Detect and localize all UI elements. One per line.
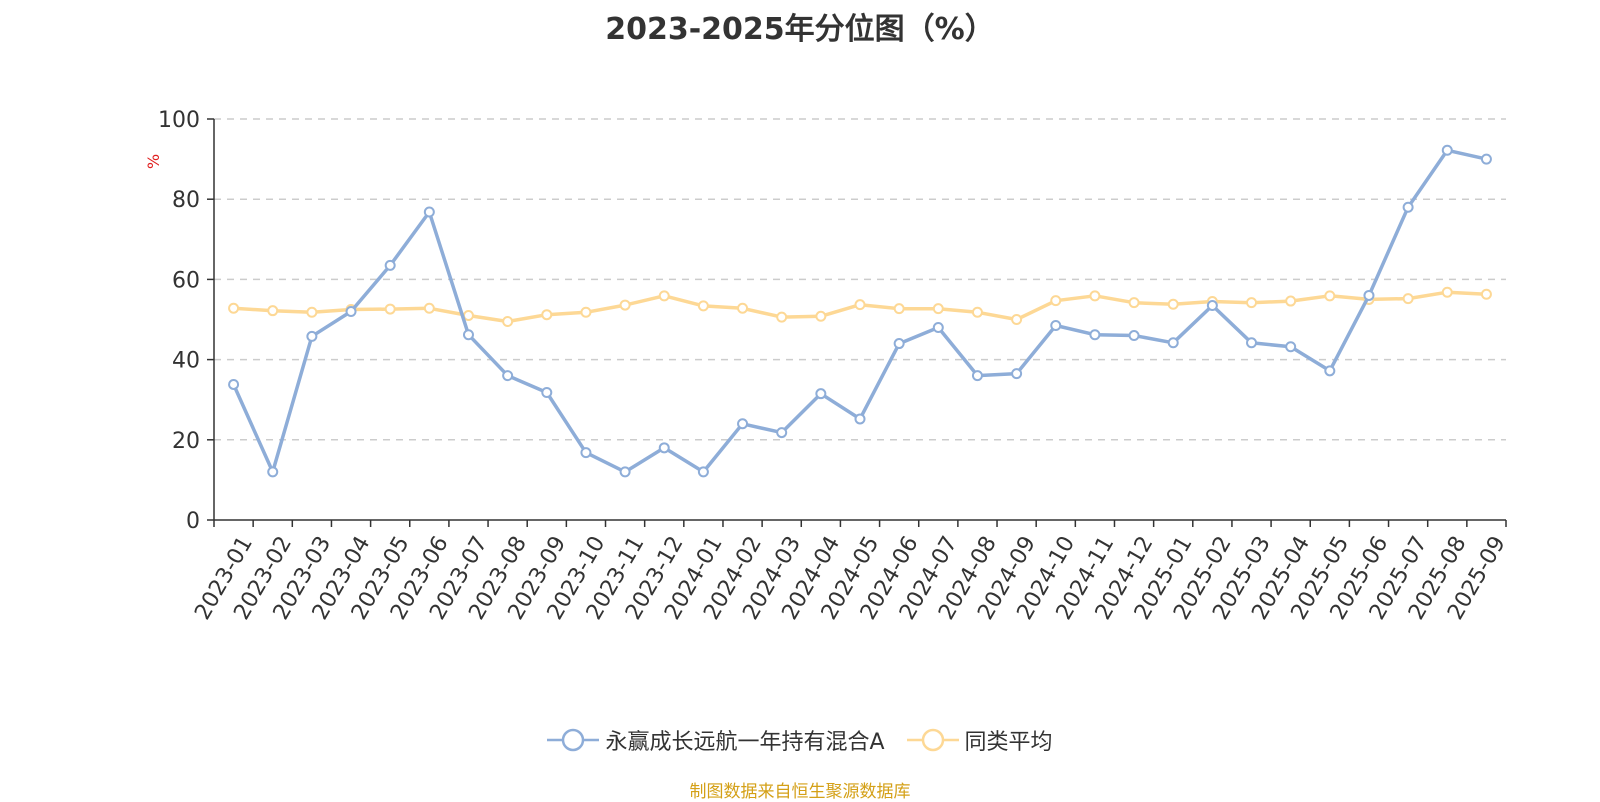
series-1-point (658, 290, 670, 302)
series-0-point (541, 386, 553, 398)
series-1-point (932, 303, 944, 315)
y-tick-label: 80 (172, 188, 200, 213)
series-1-point (893, 303, 905, 315)
series-1-point (384, 303, 396, 315)
series-1-point (228, 302, 240, 314)
y-tick-label: 60 (172, 268, 200, 293)
series-0-point (697, 466, 709, 478)
chart-title: 2023-2025年分位图（%） (605, 12, 995, 47)
series-0-point (1363, 289, 1375, 301)
series-1-point (423, 302, 435, 314)
series-0-point (462, 329, 474, 341)
y-tick-label: 40 (172, 349, 200, 374)
series-0-point (619, 466, 631, 478)
series-0-point (423, 206, 435, 218)
series-0-point (1441, 144, 1453, 156)
series-0-point (228, 378, 240, 390)
series-1-point (1285, 295, 1297, 307)
series-0-point (1246, 337, 1258, 349)
series-1-point (854, 299, 866, 311)
grid-lines (214, 118, 1506, 441)
y-tick-label: 100 (158, 108, 200, 133)
source-note: 制图数据来自恒生聚源数据库 (689, 782, 911, 802)
series-0-point (1402, 201, 1414, 213)
series-0-point (306, 330, 318, 342)
series-0-point (345, 305, 357, 317)
series-0-point (893, 338, 905, 350)
series-0-point (1285, 341, 1297, 353)
series-1-point (541, 309, 553, 321)
series-1-point (1246, 297, 1258, 309)
series-0-point (1206, 299, 1218, 311)
series-0-point (1167, 337, 1179, 349)
series-1-point (737, 302, 749, 314)
y-tick-label: 20 (172, 429, 200, 454)
legend-line-marker-icon (906, 728, 959, 752)
series-0-point (658, 442, 670, 454)
series-1-point (1441, 286, 1453, 298)
series-0-point (737, 418, 749, 430)
series-0-point (384, 259, 396, 271)
series-1-point (1011, 314, 1023, 325)
series-1-point (267, 305, 279, 317)
series-0-point (776, 427, 788, 439)
series-0-point (815, 388, 827, 400)
series-0-point (971, 370, 983, 382)
legend: 永赢成长远航一年持有混合A 同类平均 (0, 724, 1600, 756)
series-1-point (1050, 295, 1062, 307)
series-1-point (462, 309, 474, 321)
series-0-point (580, 447, 592, 459)
y-tick-label: 0 (186, 509, 200, 534)
series-0-point (1324, 365, 1336, 377)
series-1-point (580, 306, 592, 318)
series-1-point (502, 316, 514, 328)
series-lines (228, 144, 1492, 478)
legend-label: 永赢成长远航一年持有混合A (605, 730, 885, 755)
series-0-point (1128, 330, 1140, 342)
series-1-point (1167, 298, 1179, 310)
series-1-point (1402, 293, 1414, 305)
series-0-point (1480, 153, 1492, 165)
legend-label: 同类平均 (964, 730, 1053, 755)
series-1-point (815, 310, 827, 322)
series-0-point (854, 413, 866, 425)
series-1-point (776, 311, 788, 323)
series-1-point (1324, 290, 1336, 302)
series-0-point (1089, 329, 1101, 341)
series-0-point (1050, 320, 1062, 332)
series-1-point (971, 306, 983, 318)
series-0-point (267, 466, 279, 478)
legend-item-0[interactable]: 永赢成长远航一年持有混合A (547, 724, 885, 756)
series-1-point (1089, 290, 1101, 302)
series-0-point (932, 322, 944, 334)
series-1-point (697, 300, 709, 312)
series-1-point (306, 306, 318, 318)
series-0-point (1011, 368, 1023, 380)
legend-line-marker-icon (547, 728, 600, 752)
axes: 0204060801002023-012023-022023-032023-04… (158, 108, 1511, 624)
series-1-point (1128, 297, 1140, 309)
series-1-point (1480, 288, 1492, 300)
legend-item-1[interactable]: 同类平均 (906, 724, 1053, 756)
series-1-point (619, 299, 631, 311)
series-0-point (502, 370, 514, 382)
